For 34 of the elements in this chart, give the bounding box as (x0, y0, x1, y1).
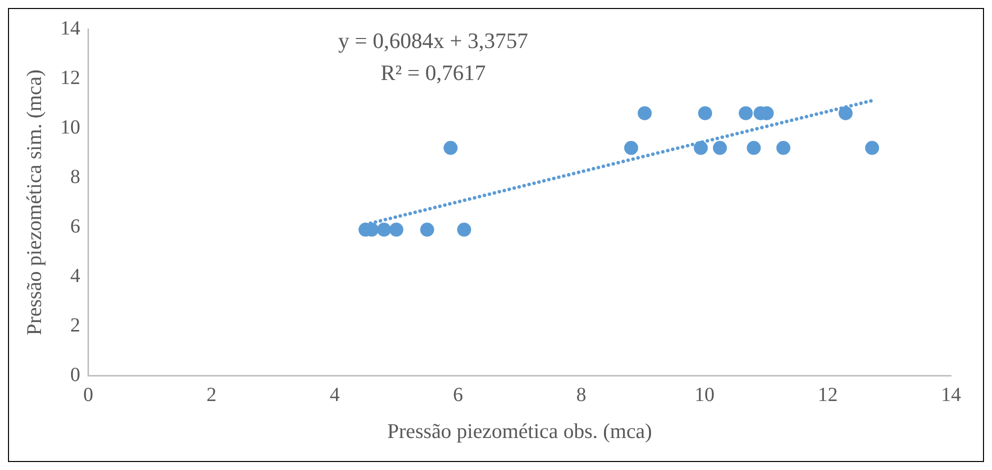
y-tick-label: 10 (60, 116, 80, 138)
point (389, 222, 404, 237)
y-tick-label: 14 (60, 17, 80, 40)
point (865, 140, 880, 155)
x-tick-label: 12 (818, 384, 838, 406)
point (698, 106, 712, 120)
point (694, 140, 708, 155)
y-tick-label: 2 (70, 314, 80, 337)
point (712, 140, 727, 155)
x-tick-label: 8 (576, 384, 586, 406)
y-tick-label: 8 (70, 166, 80, 188)
point (624, 140, 638, 155)
y-tick-label: 4 (70, 264, 80, 287)
x-tick-label: 14 (941, 384, 961, 406)
annotation: y = 0,6084x + 3,3757 (338, 28, 528, 53)
point (420, 222, 434, 237)
point (838, 106, 853, 120)
annotation: R² = 0,7617 (380, 60, 486, 85)
x-tick-label: 6 (452, 384, 463, 406)
x-tick-label: 10 (694, 384, 714, 406)
x-axis-title: Pressão piezomética obs. (mca) (387, 418, 652, 443)
point (638, 106, 652, 120)
point (746, 140, 761, 155)
x-tick-label: 2 (206, 384, 216, 406)
y-tick-label: 12 (60, 66, 80, 89)
point (444, 140, 458, 155)
point (457, 222, 472, 237)
x-tick-label: 4 (330, 384, 340, 406)
y-tick-label: 0 (70, 364, 80, 386)
point (776, 140, 790, 155)
point (377, 222, 392, 237)
y-axis-title: Pressão piezomética sim. (mca) (22, 69, 46, 336)
point (738, 106, 753, 120)
y-tick-label: 6 (70, 215, 80, 238)
